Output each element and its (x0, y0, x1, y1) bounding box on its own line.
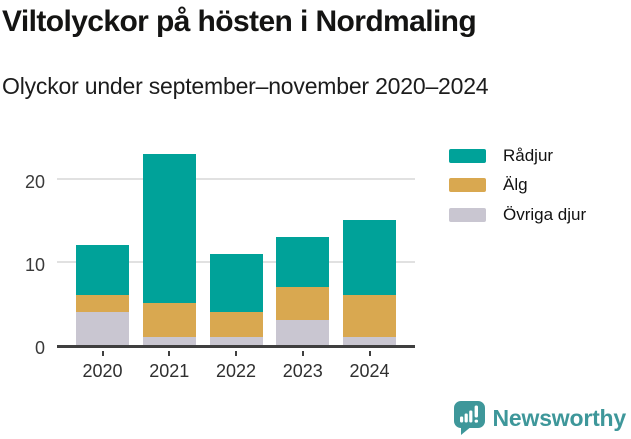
bar-segment-2023-Rådjur (276, 236, 330, 287)
y-tick-label-10: 10 (24, 254, 45, 275)
bar-segment-2024-Älg (343, 295, 396, 337)
footer-brand: Newsworthy (453, 401, 627, 435)
x-tick-label-2024: 2024 (349, 361, 390, 381)
newsworthy-chart-bubble-icon (453, 401, 485, 435)
legend-item-Rådjur: Rådjur (449, 145, 586, 165)
legend-swatch-Rådjur (449, 148, 486, 163)
x-axis-labels: 2020 2021 2022 2023 2024 (57, 351, 415, 382)
bar-segment-2024-Rådjur (343, 220, 396, 296)
y-tick-label-20: 20 (24, 171, 45, 192)
bar-segment-2022-Rådjur (209, 253, 263, 312)
gridline-20 (57, 177, 415, 180)
legend-label-Rådjur: Rådjur (503, 145, 554, 165)
x-tick-2020 (101, 351, 104, 356)
bar-segment-2022-Älg (209, 311, 263, 337)
legend-swatch-Älg (449, 178, 486, 192)
legend-item-Övriga djur: Övriga djur (449, 204, 587, 224)
bar-2020 (76, 245, 129, 345)
x-tick-label-2020: 2020 (82, 361, 123, 381)
legend-item-Älg: Älg (449, 175, 586, 194)
x-tick-2021 (168, 351, 171, 356)
x-tick-label-2022: 2022 (215, 361, 257, 381)
page-title: Viltolyckor på hösten i Nordmaling (2, 5, 477, 38)
bar-2021 (142, 153, 196, 345)
bar-segment-2020-Övriga djur (76, 311, 129, 345)
x-tick-label-2023: 2023 (282, 361, 323, 381)
bar-segment-2023-Älg (276, 286, 330, 321)
bar-segment-2021-Rådjur (142, 153, 196, 304)
x-cell-2021: 2021 (143, 351, 196, 382)
bar-2022 (209, 253, 263, 345)
legend-swatch-Övriga djur (449, 207, 486, 222)
chart-legend: Rådjur Älg Övriga djur (449, 145, 587, 236)
x-tick-2024 (368, 351, 371, 356)
bar-segment-2020-Rådjur (76, 245, 129, 296)
bar-segment-2024-Övriga djur (343, 336, 396, 345)
y-tick-label-0: 0 (34, 338, 45, 358)
x-cell-2022: 2022 (210, 351, 263, 382)
x-cell-2023: 2023 (276, 351, 329, 382)
legend-label-Älg: Älg (503, 175, 528, 194)
x-tick-2022 (235, 351, 237, 356)
bar-2023 (276, 236, 330, 345)
x-tick-label-2021: 2021 (149, 361, 190, 381)
page-subtitle: Olyckor under september–november 2020–20… (2, 73, 489, 99)
y-axis-labels: 0 10 20 (0, 140, 45, 357)
bar-segment-2023-Övriga djur (276, 320, 330, 345)
plot-area (57, 140, 415, 348)
bar-2024 (343, 220, 396, 345)
x-tick-2023 (301, 351, 304, 356)
bar-segment-2020-Älg (76, 295, 129, 312)
bar-segment-2022-Övriga djur (209, 336, 263, 345)
bar-segment-2021-Älg (142, 303, 196, 337)
x-cell-2024: 2024 (343, 351, 396, 382)
bar-segment-2021-Övriga djur (142, 336, 196, 345)
x-cell-2020: 2020 (76, 351, 129, 382)
legend-label-Övriga djur: Övriga djur (503, 204, 587, 224)
brand-name: Newsworthy (492, 404, 627, 431)
bar-group (57, 140, 415, 345)
